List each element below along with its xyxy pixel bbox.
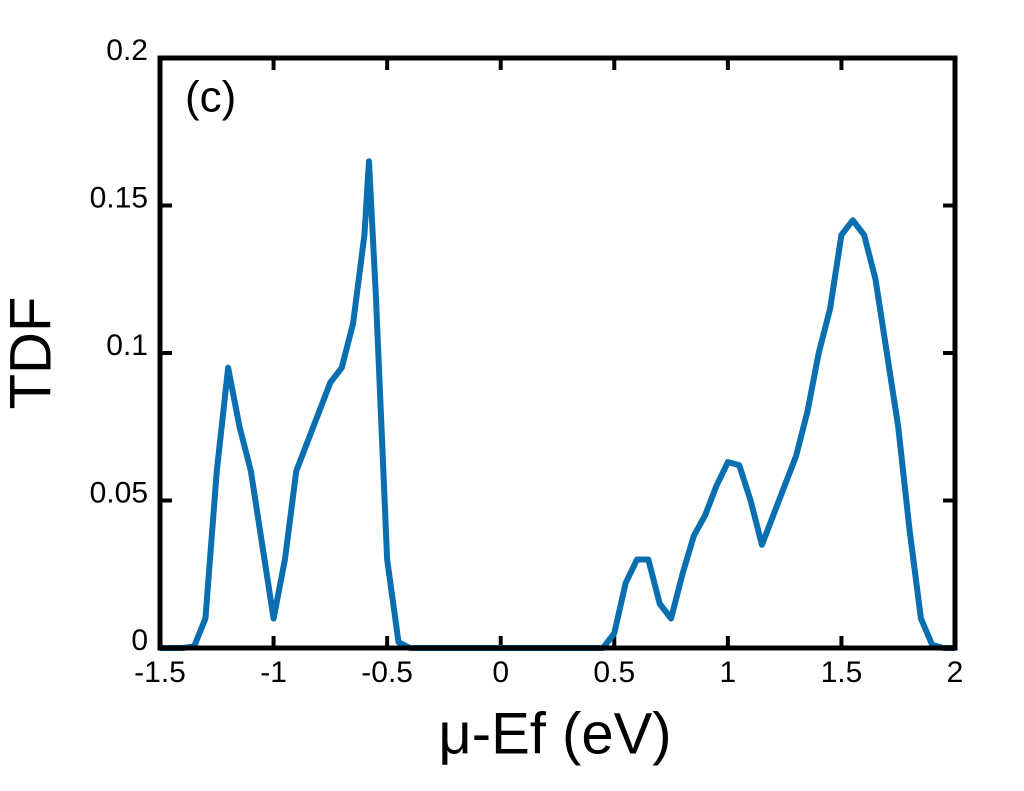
- y-tick-label: 0.15: [90, 181, 148, 214]
- x-tick-label: 0.5: [593, 656, 635, 689]
- x-axis-label: μ-Ef (eV): [438, 701, 671, 766]
- x-tick-label: 1.5: [821, 656, 863, 689]
- y-tick-label: 0.1: [106, 329, 148, 362]
- y-tick-label: 0.2: [106, 34, 148, 67]
- y-tick-label: 0.05: [90, 476, 148, 509]
- x-tick-label: -1: [260, 656, 287, 689]
- x-tick-label: -0.5: [361, 656, 413, 689]
- x-tick-label: 2: [947, 656, 964, 689]
- y-tick-label: 0: [131, 624, 148, 657]
- data-line: [160, 158, 955, 651]
- panel-label: (c): [185, 73, 236, 122]
- plot-frame: [157, 55, 958, 651]
- x-tick-label: 0: [492, 656, 509, 689]
- y-axis-label: TDF: [0, 297, 63, 410]
- x-tick-label: 1: [720, 656, 737, 689]
- x-tick-label: -1.5: [134, 656, 186, 689]
